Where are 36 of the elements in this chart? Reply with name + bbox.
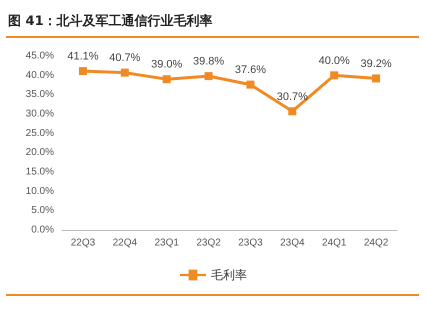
- data-label: 41.1%: [67, 50, 99, 63]
- point: [288, 107, 296, 116]
- point: [162, 75, 171, 84]
- point: [372, 74, 380, 82]
- x-tick-label: 23Q1: [154, 238, 180, 248]
- y-tick-label: 45.0%: [26, 50, 54, 62]
- data-label: 39.2%: [360, 58, 392, 70]
- data-label: 39.0%: [151, 58, 182, 71]
- data-label: 40.0%: [318, 54, 350, 67]
- x-tick-label: 23Q2: [196, 238, 222, 248]
- x-tick-label: 24Q1: [322, 238, 347, 248]
- point: [78, 67, 87, 76]
- point: [204, 72, 213, 80]
- point: [246, 80, 254, 89]
- y-tick-label: 30.0%: [26, 108, 54, 120]
- y-tick-label: 10.0%: [26, 186, 54, 197]
- chart-title: 图 41：北斗及军工通信行业毛利率: [8, 12, 213, 30]
- legend-label: 毛利率: [211, 268, 247, 282]
- y-tick-label: 0.0%: [31, 224, 54, 236]
- y-tick-label: 40.0%: [26, 70, 54, 81]
- x-tick-label: 22Q4: [112, 238, 138, 248]
- y-tick-label: 5.0%: [31, 205, 54, 216]
- x-tick-label: 24Q2: [364, 238, 389, 248]
- y-tick-label: 20.0%: [26, 147, 54, 158]
- x-tick-label: 22Q3: [70, 238, 96, 248]
- point: [330, 71, 338, 80]
- data-label: 39.8%: [192, 56, 224, 68]
- data-label: 40.7%: [109, 52, 141, 64]
- y-tick-label: 25.0%: [26, 128, 54, 139]
- y-tick-label: 35.0%: [26, 89, 54, 100]
- point: [120, 68, 129, 77]
- y-tick-label: 15.0%: [26, 166, 54, 178]
- x-tick-label: 23Q4: [280, 238, 305, 248]
- data-label: 30.7%: [276, 90, 308, 103]
- data-label: 37.6%: [234, 64, 266, 76]
- x-tick-label: 23Q3: [238, 238, 264, 248]
